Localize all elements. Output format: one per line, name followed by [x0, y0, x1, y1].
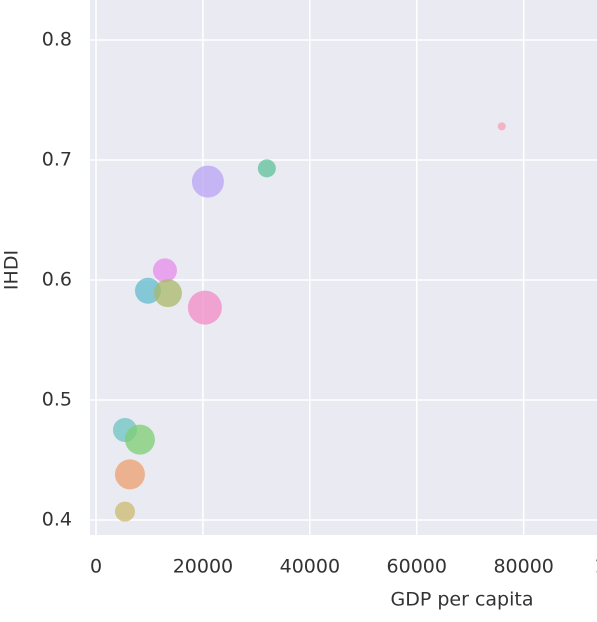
y-axis-label: IHDI [1, 250, 23, 290]
bubble [257, 159, 276, 178]
y-tick-label: 0.8 [42, 28, 72, 50]
bubble [152, 258, 177, 283]
y-tick-label: 0.7 [42, 148, 72, 170]
bubble [134, 277, 161, 304]
bubble [191, 165, 224, 198]
y-tick-label: 0.5 [42, 388, 72, 410]
bubble [187, 290, 222, 325]
bubble [124, 424, 155, 455]
x-tick-label: 100000 [594, 556, 597, 578]
x-tick-label: 60000 [387, 556, 447, 578]
x-tick-label: 20000 [173, 556, 233, 578]
x-tick-label: 80000 [493, 556, 553, 578]
bubble [114, 501, 135, 522]
bubble [497, 122, 506, 131]
x-tick-label: 0 [90, 556, 102, 578]
y-tick-label: 0.4 [42, 508, 72, 530]
bubble [153, 279, 182, 308]
bubble [114, 459, 145, 490]
y-tick-label: 0.6 [42, 268, 72, 290]
x-tick-label: 40000 [280, 556, 340, 578]
x-axis-label: GDP per capita [391, 589, 534, 611]
